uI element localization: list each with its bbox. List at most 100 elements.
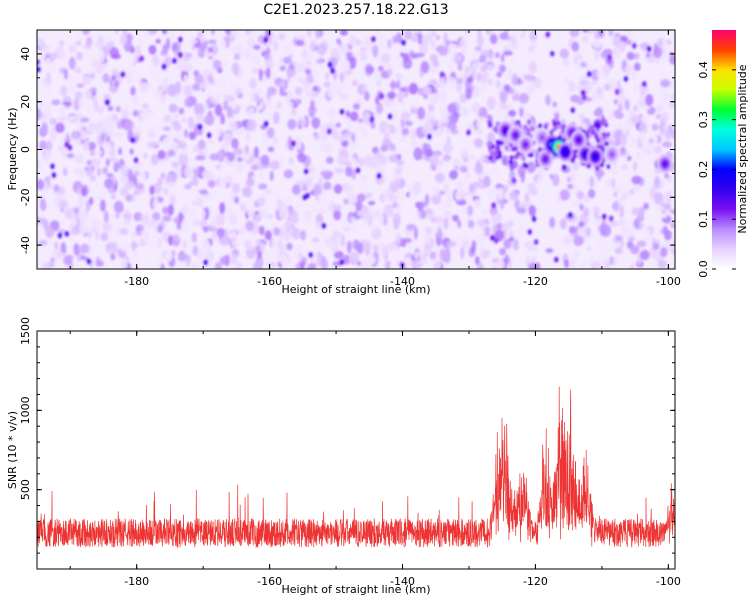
heatmap-cell [480, 223, 486, 231]
heatmap-cell [378, 154, 388, 165]
heatmap-cell [619, 205, 625, 219]
heatmap-cell [282, 229, 292, 241]
heatmap-cell [245, 30, 251, 36]
heatmap-cell [584, 195, 589, 204]
heatmap-cell [474, 128, 484, 135]
snr-axes: -180 -160 -140 -120 -100 500 1000 1500 [19, 317, 681, 588]
x-tick-label: -160 [257, 575, 282, 588]
heatmap-cell [160, 82, 167, 92]
snr-panel: -180 -160 -140 -120 -100 500 1000 1500 Height o… [6, 317, 681, 596]
heatmap-cell [202, 226, 209, 233]
heatmap-cell [93, 181, 100, 188]
heatmap-cell [614, 88, 620, 96]
heatmap-cell [247, 58, 255, 64]
heatmap-cell [388, 100, 395, 107]
heatmap-cell [582, 30, 589, 33]
heatmap-cell [291, 184, 301, 196]
heatmap-cell [401, 39, 407, 46]
heatmap-cell [278, 81, 287, 88]
heatmap-cell [343, 254, 350, 265]
heatmap-cell [113, 200, 124, 214]
heatmap-cell [600, 247, 610, 260]
heatmap-cell [564, 77, 570, 84]
x-tick-label: -140 [390, 575, 415, 588]
heatmap-cell [594, 134, 599, 140]
heatmap-cell [74, 67, 82, 74]
heatmap-cell [556, 120, 561, 126]
heatmap-cell [602, 64, 611, 75]
heatmap-cell [166, 130, 172, 142]
heatmap-cell [318, 92, 324, 99]
heatmap-cell [130, 86, 136, 96]
heatmap-cell [46, 72, 51, 83]
heatmap-cell [606, 131, 611, 138]
heatmap-hotspot [539, 134, 545, 141]
heatmap-cell [163, 114, 173, 123]
heatmap-cell [57, 186, 66, 196]
heatmap-cell [333, 246, 339, 252]
heatmap-cell [161, 206, 168, 214]
heatmap-cell [499, 32, 509, 40]
heatmap-cell [147, 129, 156, 139]
heatmap-cell [626, 225, 637, 236]
heatmap-cell [360, 174, 368, 182]
heatmap-cell [84, 90, 91, 100]
heatmap-cell [114, 232, 121, 240]
heatmap-cell [73, 243, 80, 256]
heatmap-cell [482, 208, 487, 215]
heatmap-cell [457, 219, 462, 229]
heatmap-cell [196, 247, 204, 260]
heatmap-cell [495, 121, 500, 127]
heatmap-cell [305, 175, 313, 189]
heatmap-cell [445, 188, 453, 199]
heatmap-cell [250, 164, 259, 171]
heatmap-cell [408, 82, 419, 95]
heatmap-cell [447, 42, 457, 55]
heatmap-cell [599, 223, 607, 237]
heatmap-cell [265, 95, 272, 109]
heatmap-cell [489, 206, 498, 216]
heatmap-cell [51, 171, 57, 179]
heatmap-cell [476, 71, 482, 83]
heatmap-cell [387, 38, 392, 49]
heatmap-cell [476, 34, 484, 48]
heatmap-cell [587, 188, 596, 199]
heatmap-cell [373, 111, 379, 121]
heatmap-cell [410, 108, 417, 114]
heatmap-cell [115, 132, 124, 139]
heatmap-cell [351, 170, 356, 180]
heatmap-cell [631, 207, 642, 216]
heatmap-cell [138, 211, 143, 222]
heatmap-cell [218, 38, 227, 53]
heatmap-cell [191, 232, 198, 243]
heatmap-cell [74, 153, 85, 164]
heatmap-cell [347, 141, 358, 150]
heatmap-cell [164, 251, 173, 263]
heatmap-cell [153, 197, 159, 211]
heatmap-cell [308, 90, 319, 99]
heatmap-cell [580, 61, 587, 68]
heatmap-cell [150, 154, 159, 166]
heatmap-cell [272, 34, 278, 43]
heatmap-cell [43, 181, 49, 194]
heatmap-cell [136, 226, 141, 233]
heatmap-cell [59, 199, 68, 210]
heatmap-cell [67, 115, 77, 122]
heatmap-cell [532, 77, 542, 89]
heatmap-cell [60, 148, 67, 159]
heatmap-cell [364, 243, 371, 257]
heatmap-cell [267, 146, 275, 153]
heatmap-cell [425, 207, 432, 215]
heatmap-cell [139, 55, 145, 62]
heatmap-cell [157, 177, 163, 187]
heatmap-cell [276, 61, 286, 67]
heatmap-cell [235, 105, 241, 112]
heatmap-cell [518, 225, 526, 237]
heatmap-cell [230, 252, 238, 265]
heatmap-cell [260, 42, 266, 53]
heatmap-cell [440, 203, 447, 210]
heatmap-cell [131, 121, 142, 133]
heatmap-cell [263, 120, 269, 127]
heatmap-cell [388, 143, 396, 152]
heatmap-cell [587, 30, 594, 35]
